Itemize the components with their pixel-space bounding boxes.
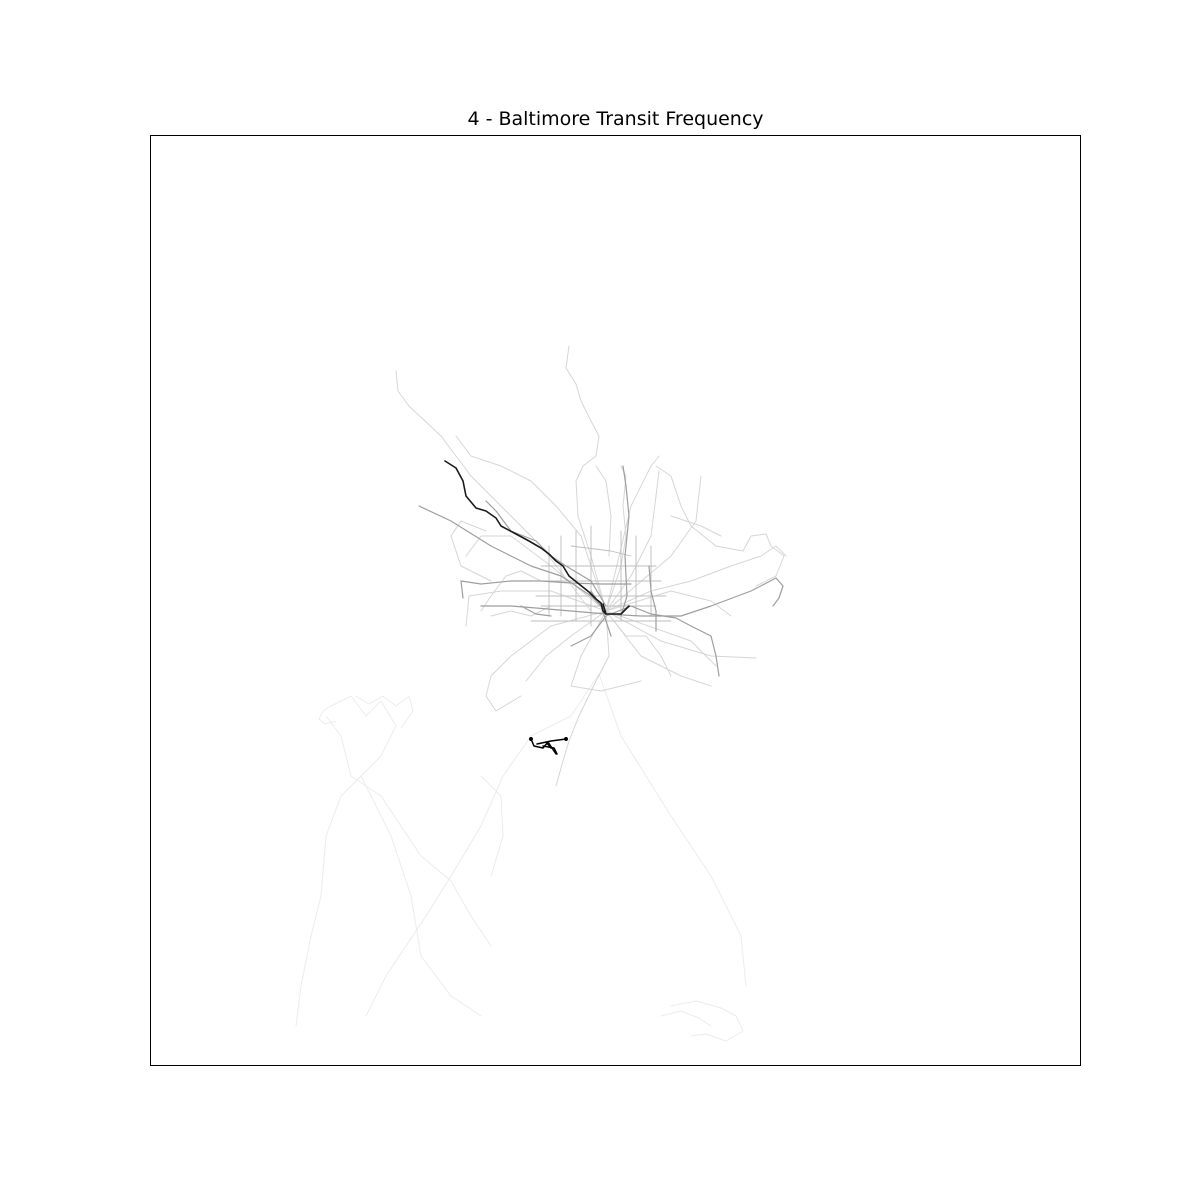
high-frequency-routes [444,460,630,615]
route-line [605,610,712,687]
route-line [565,345,607,612]
route-line [525,610,607,682]
route-line [365,673,600,1017]
map-frame [150,135,1081,1066]
route-line [598,673,747,987]
route-line [480,775,504,877]
route-line [460,580,632,585]
figure-title: 4 - Baltimore Transit Frequency [467,108,764,130]
route-line [485,500,607,607]
downtown-grid [530,525,672,627]
faint-routes [295,673,747,1042]
main-line [444,460,630,615]
route-line [360,775,482,1017]
route-line [605,590,732,617]
route-line [418,505,607,612]
airport-cluster [529,737,568,755]
route-line [605,475,702,612]
route-line [605,610,672,677]
airport-route [542,745,558,755]
airport-stop [529,737,533,741]
route-line [450,520,492,582]
airport-route [545,741,552,749]
route-line [460,580,464,599]
route-line [570,610,642,692]
route-line [485,610,607,712]
route-line [605,455,660,612]
route-line [648,565,657,632]
route-line [655,465,785,587]
medium-routes [418,465,784,677]
route-line [605,470,660,612]
route-line [670,515,722,537]
route-line [490,605,552,617]
route-line [455,435,607,612]
route-line [595,465,612,557]
route-line [660,1010,712,1027]
route-line [605,545,787,612]
route-line [570,615,607,647]
route-line [480,570,542,612]
transit-map [295,345,787,1042]
route-line [465,590,607,627]
airport-stop [564,737,568,741]
route-line [605,610,717,667]
route-line [605,610,757,659]
route-line [605,465,627,612]
route-line [355,695,414,729]
route-line [772,577,784,607]
route-line [670,1000,744,1042]
route-line [520,605,552,617]
route-line [605,605,720,677]
route-line [570,545,632,557]
route-line [318,705,337,725]
route-line [555,610,610,787]
light-routes [395,345,787,787]
route-line [325,715,492,947]
route-line [295,695,397,1027]
route-line [620,465,630,617]
airport-route [536,738,567,745]
main-line [602,603,607,615]
airport-route [530,738,557,755]
